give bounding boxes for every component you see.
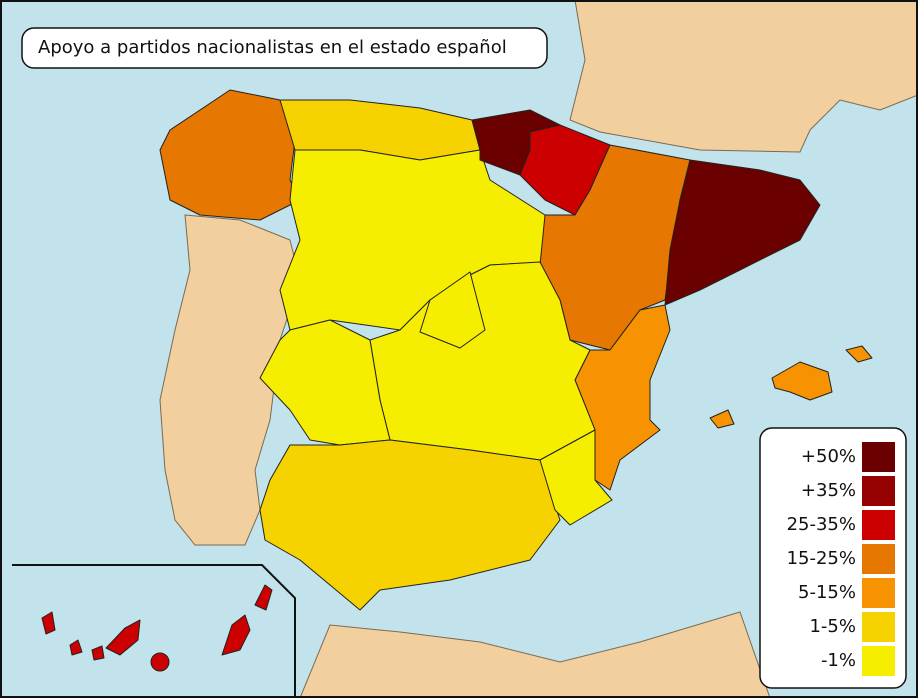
region [845, 345, 873, 363]
canary-inset [12, 564, 296, 698]
france [569, 0, 918, 153]
legend-label: -1% [821, 650, 856, 671]
region [254, 584, 273, 611]
region [105, 619, 141, 656]
inset-frame [12, 564, 296, 698]
legend-label: 5-15% [798, 582, 856, 603]
legend-label: 1-5% [809, 616, 856, 637]
region [69, 639, 83, 656]
legend-label: 25-35% [787, 514, 856, 535]
title-box [21, 27, 548, 69]
legend-swatch [862, 544, 895, 574]
region [709, 409, 735, 429]
legend-label: +50% [801, 446, 856, 467]
legend-swatch [862, 578, 895, 608]
region [221, 614, 251, 656]
map-title: Apoyo a partidos nacionalistas en el est… [38, 37, 507, 58]
legend-label: +35% [801, 480, 856, 501]
legend-label: 15-25% [787, 548, 856, 569]
region [259, 439, 561, 611]
region [150, 652, 170, 672]
legend-swatch [862, 646, 895, 676]
legend-swatch [862, 476, 895, 506]
legend-swatch [862, 510, 895, 540]
region [771, 361, 833, 401]
region [419, 271, 486, 349]
region [664, 159, 821, 306]
legend-swatch [862, 442, 895, 472]
legend-swatch [862, 612, 895, 642]
legend: +50% +35% 25-35% 15-25% 5-15% 1-5% -1% [787, 442, 895, 676]
region [539, 429, 613, 526]
region [91, 645, 105, 661]
region [41, 611, 56, 635]
spain [159, 89, 873, 611]
